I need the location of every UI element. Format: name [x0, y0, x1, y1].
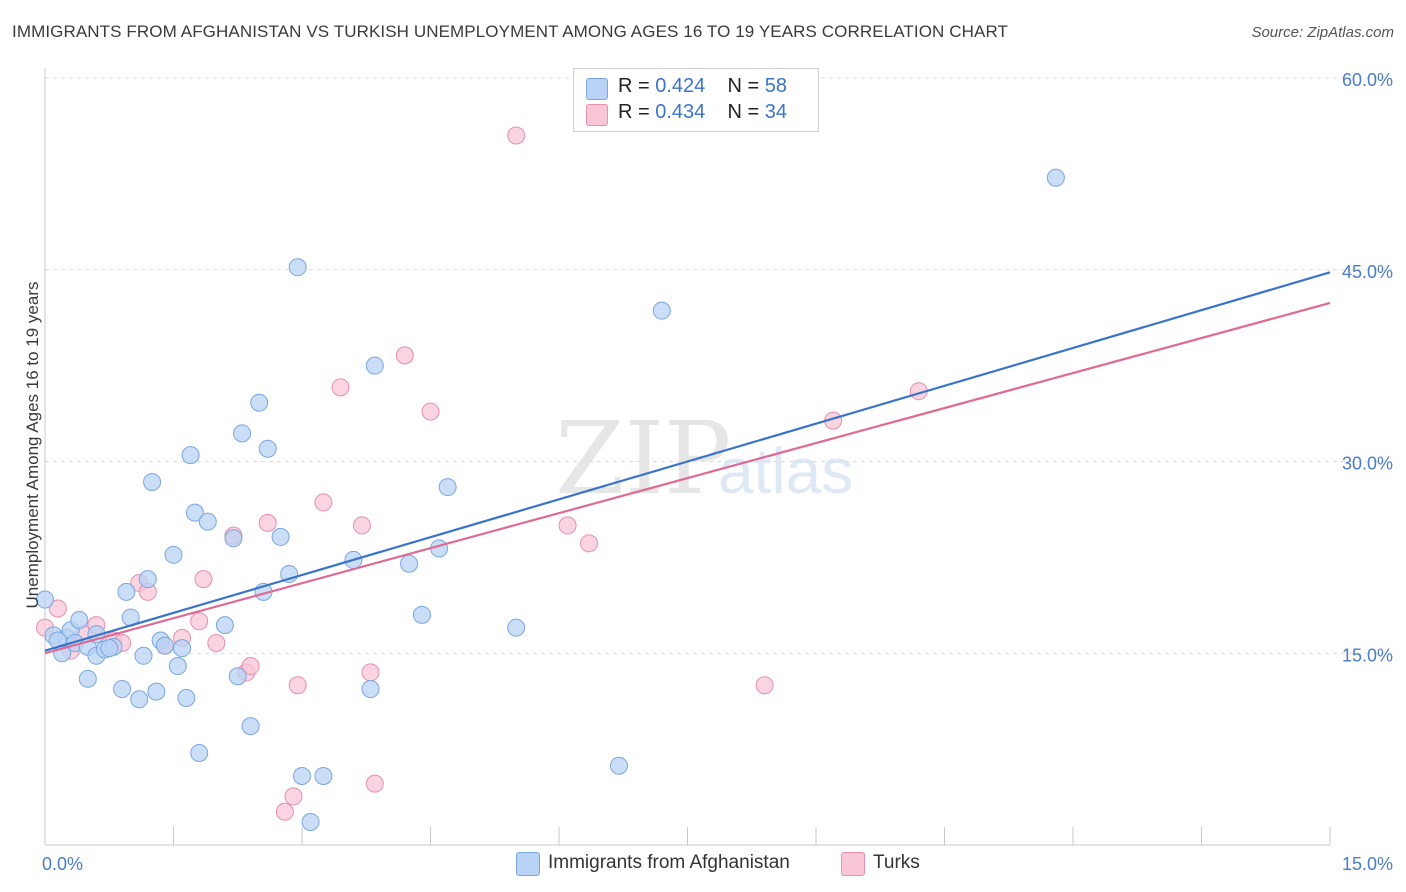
point-afghanistan [250, 393, 269, 412]
legend-r-label: R = [618, 75, 656, 97]
legend-n-value: 58 [764, 75, 788, 97]
point-turks [365, 774, 384, 793]
trend-lines [44, 271, 1331, 655]
point-afghanistan [438, 478, 457, 497]
point-afghanistan [271, 527, 290, 546]
source-label: Source: ZipAtlas.com [1251, 24, 1394, 41]
point-afghanistan [138, 570, 157, 589]
point-afghanistan [241, 717, 260, 736]
bottom-legend-swatch-blue [516, 852, 540, 876]
point-afghanistan [365, 356, 384, 375]
point-afghanistan [1046, 168, 1065, 187]
point-afghanistan [113, 680, 132, 699]
point-afghanistan [130, 690, 149, 709]
point-afghanistan [198, 512, 217, 531]
point-afghanistan [181, 446, 200, 465]
point-afghanistan [173, 639, 192, 658]
point-turks [352, 516, 371, 535]
point-afghanistan [70, 611, 89, 630]
point-turks [48, 599, 67, 618]
correlation-legend: R = 0.424 N = 58 R = 0.434 N = 34 [573, 68, 819, 132]
point-afghanistan [224, 529, 243, 548]
grid-lines [45, 77, 1392, 654]
point-afghanistan [233, 424, 252, 443]
legend-n-label: N = [727, 101, 765, 123]
y-tick-label: 15.0% [1342, 645, 1393, 665]
point-afghanistan [134, 646, 153, 665]
point-afghanistan [301, 812, 320, 831]
point-afghanistan [117, 582, 136, 601]
point-afghanistan [507, 618, 526, 637]
legend-r-label: R = [618, 101, 656, 123]
legend-n-value: 34 [764, 101, 788, 123]
point-turks [190, 612, 209, 631]
chart-title: IMMIGRANTS FROM AFGHANISTAN VS TURKISH U… [12, 22, 1009, 41]
point-afghanistan [185, 503, 204, 522]
point-turks [284, 787, 303, 806]
point-afghanistan [100, 639, 119, 658]
trend-line-afghanistan [44, 271, 1331, 652]
bottom-legend-swatch-pink [841, 852, 865, 876]
point-afghanistan [155, 636, 174, 655]
point-turks [258, 513, 277, 532]
data-points [36, 126, 1065, 831]
point-afghanistan [228, 667, 247, 686]
x-tick-label: 15.0% [1342, 854, 1393, 874]
point-turks [275, 802, 294, 821]
point-afghanistan [258, 439, 277, 458]
trend-line-turks [44, 301, 1331, 655]
watermark-zip: ZIP [555, 400, 732, 517]
point-turks [207, 634, 226, 653]
legend-r-value: 0.424 [655, 75, 706, 97]
point-afghanistan [78, 669, 97, 688]
legend-n-label: N = [727, 75, 765, 97]
point-turks [558, 516, 577, 535]
point-afghanistan [147, 682, 166, 701]
point-afghanistan [177, 688, 196, 707]
point-turks [507, 126, 526, 145]
bottom-legend-label: Turks [873, 852, 920, 873]
y-axis-title: Unemployment Among Ages 16 to 19 years [23, 282, 42, 609]
legend-swatch-pink [586, 104, 608, 126]
point-turks [241, 657, 260, 676]
point-afghanistan [36, 590, 54, 609]
point-turks [579, 534, 598, 553]
y-tick-label: 30.0% [1342, 454, 1393, 474]
point-afghanistan [190, 743, 209, 762]
point-afghanistan [164, 545, 183, 564]
point-afghanistan [609, 756, 628, 775]
point-turks [395, 346, 414, 365]
legend-swatch-blue [586, 78, 608, 100]
point-turks [421, 402, 440, 421]
point-afghanistan [412, 605, 431, 624]
bottom-legend-label: Immigrants from Afghanistan [548, 852, 790, 873]
point-turks [194, 570, 213, 589]
point-afghanistan [143, 472, 162, 491]
point-afghanistan [652, 301, 671, 320]
point-turks [331, 378, 350, 397]
y-tick-label: 60.0% [1342, 70, 1393, 90]
point-afghanistan [168, 657, 187, 676]
point-turks [755, 676, 774, 695]
point-turks [361, 663, 380, 682]
axes [44, 68, 1331, 846]
point-afghanistan [361, 680, 380, 699]
legend-r-value: 0.434 [655, 101, 706, 123]
x-tick-label: 0.0% [42, 854, 83, 874]
tick-labels: 15.0% 30.0% 45.0% 60.0% 0.0% 15.0% [42, 70, 1393, 874]
point-afghanistan [215, 616, 234, 635]
y-tick-label: 45.0% [1342, 262, 1393, 282]
point-afghanistan [293, 766, 311, 785]
point-afghanistan [288, 258, 307, 277]
point-turks [314, 493, 333, 512]
point-afghanistan [400, 554, 419, 573]
point-afghanistan [314, 766, 333, 785]
point-turks [288, 676, 307, 695]
